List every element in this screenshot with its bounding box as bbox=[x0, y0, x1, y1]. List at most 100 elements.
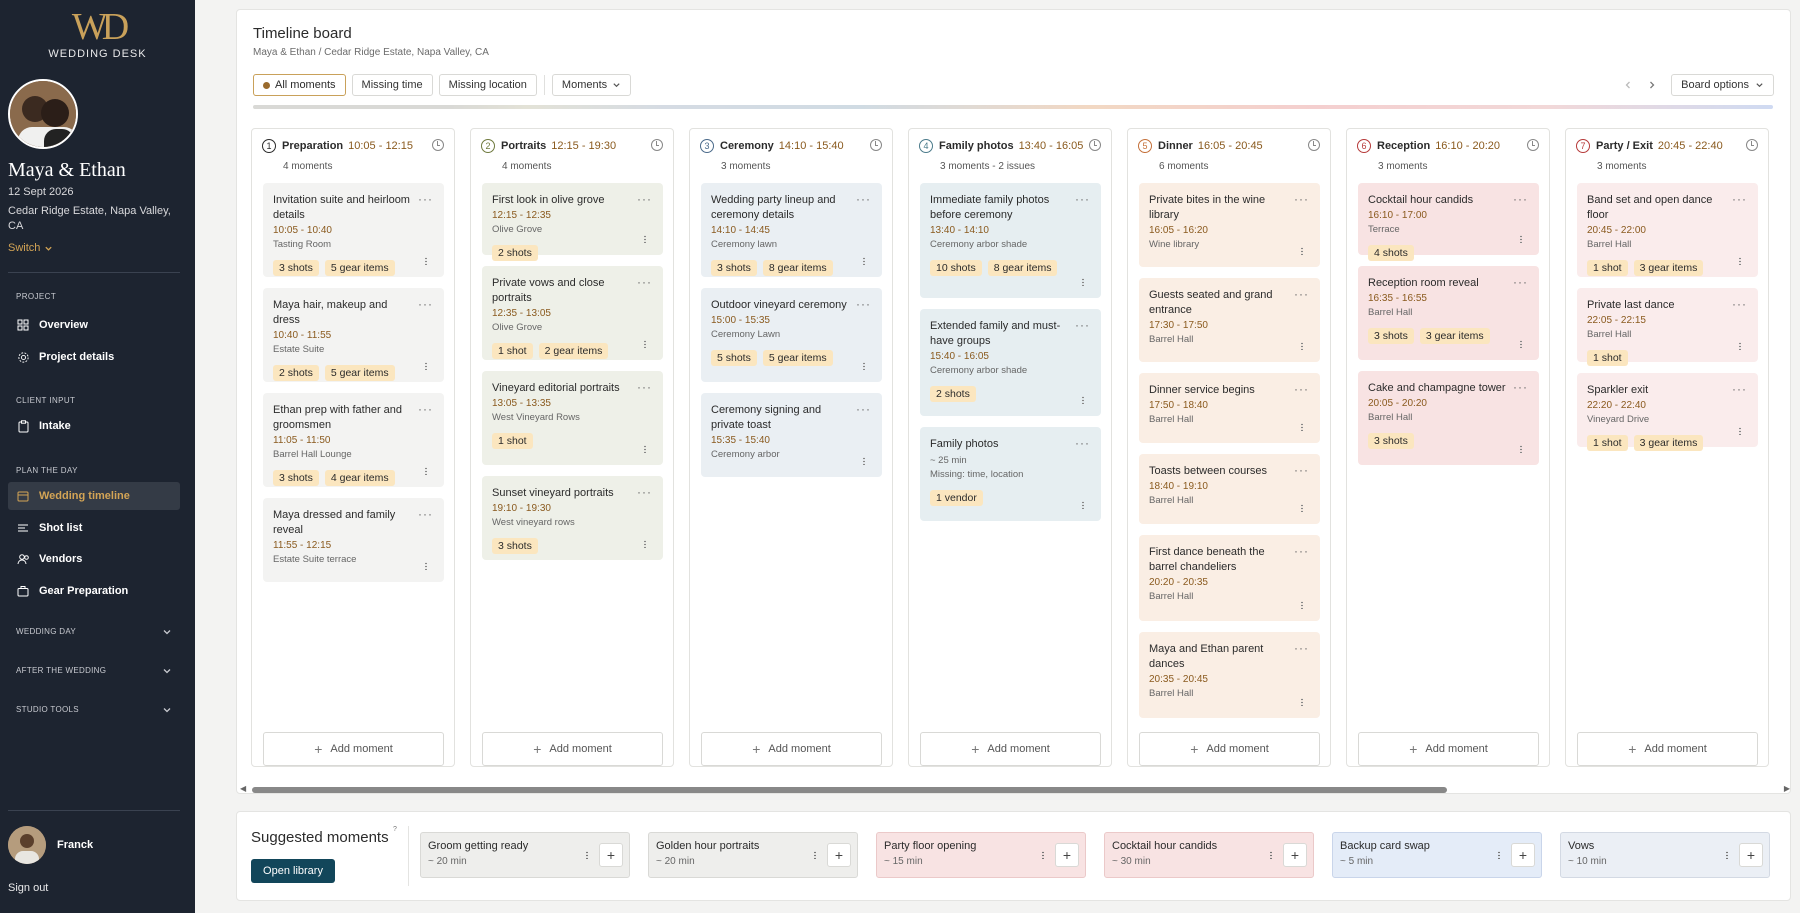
drag-handle-icon[interactable] bbox=[585, 851, 589, 859]
more-options-icon[interactable]: ··· bbox=[418, 297, 433, 311]
clock-icon[interactable] bbox=[1308, 139, 1320, 151]
app-logo[interactable]: WD WEDDING DESK bbox=[0, 8, 195, 60]
add-moment-button[interactable]: + Add moment bbox=[263, 732, 444, 766]
drag-handle-icon[interactable] bbox=[1725, 851, 1729, 859]
more-options-icon[interactable]: ··· bbox=[856, 297, 871, 311]
more-options-icon[interactable]: ··· bbox=[1075, 192, 1090, 206]
sidebar-item-project-details[interactable]: Project details bbox=[8, 343, 180, 371]
moment-card[interactable]: Guests seated and grand entrance ··· 17:30… bbox=[1139, 278, 1320, 362]
more-options-icon[interactable]: ··· bbox=[418, 507, 433, 521]
drag-handle-icon[interactable] bbox=[1041, 851, 1045, 859]
sidebar-item-overview[interactable]: Overview bbox=[8, 311, 180, 339]
suggested-moment[interactable]: Party floor opening ~ 15 min + bbox=[876, 832, 1086, 878]
add-suggested-button[interactable]: + bbox=[1739, 843, 1763, 867]
scrollbar-thumb[interactable] bbox=[252, 787, 1447, 793]
moment-card[interactable]: First look in olive grove ··· 12:15 - 12:3… bbox=[482, 183, 663, 261]
clock-icon[interactable] bbox=[432, 139, 444, 151]
moment-card[interactable]: Private vows and close portraits ··· 12:35… bbox=[482, 266, 663, 360]
moment-card[interactable]: Reception room reveal ··· 16:35 - 16:55 Bar… bbox=[1358, 266, 1539, 360]
user-avatar[interactable] bbox=[8, 826, 46, 864]
drag-handle-icon[interactable] bbox=[1497, 851, 1501, 859]
add-moment-button[interactable]: + Add moment bbox=[1577, 732, 1758, 766]
drag-handle-icon[interactable] bbox=[1519, 340, 1523, 348]
drag-handle-icon[interactable] bbox=[1300, 504, 1304, 512]
more-options-icon[interactable]: ··· bbox=[1294, 544, 1309, 558]
moment-card[interactable]: Cake and champagne tower ··· 20:05 - 20:20… bbox=[1358, 371, 1539, 465]
more-options-icon[interactable]: ··· bbox=[1294, 382, 1309, 396]
drag-handle-icon[interactable] bbox=[643, 445, 647, 453]
add-moment-button[interactable]: + Add moment bbox=[1139, 732, 1320, 766]
open-library-button[interactable]: Open library bbox=[251, 859, 335, 883]
suggested-moment[interactable]: Golden hour portraits ~ 20 min + bbox=[648, 832, 858, 878]
suggested-moment[interactable]: Vows ~ 10 min + bbox=[1560, 832, 1770, 878]
sidebar-item-gear-preparation[interactable]: Gear Preparation bbox=[8, 577, 180, 605]
drag-handle-icon[interactable] bbox=[813, 851, 817, 859]
clock-icon[interactable] bbox=[1527, 139, 1539, 151]
board-options-button[interactable]: Board options bbox=[1671, 74, 1774, 96]
drag-handle-icon[interactable] bbox=[862, 457, 866, 465]
drag-handle-icon[interactable] bbox=[1300, 342, 1304, 350]
drag-handle-icon[interactable] bbox=[1519, 235, 1523, 243]
more-options-icon[interactable]: ··· bbox=[1732, 382, 1747, 396]
moment-card[interactable]: Maya dressed and family reveal ··· 11:55 -… bbox=[263, 498, 444, 582]
add-suggested-button[interactable]: + bbox=[599, 843, 623, 867]
moment-card[interactable]: Private bites in the wine library ··· 16:0… bbox=[1139, 183, 1320, 267]
more-options-icon[interactable]: ··· bbox=[1513, 192, 1528, 206]
drag-handle-icon[interactable] bbox=[1081, 501, 1085, 509]
moment-card[interactable]: Extended family and must-have groups ··· 1… bbox=[920, 309, 1101, 416]
add-moment-button[interactable]: + Add moment bbox=[482, 732, 663, 766]
more-options-icon[interactable]: ··· bbox=[1075, 318, 1090, 332]
add-suggested-button[interactable]: + bbox=[827, 843, 851, 867]
sidebar-item-shot-list[interactable]: Shot list bbox=[8, 514, 180, 542]
add-moment-button[interactable]: + Add moment bbox=[920, 732, 1101, 766]
clock-icon[interactable] bbox=[651, 139, 663, 151]
moments-dropdown[interactable]: Moments bbox=[551, 74, 632, 96]
clock-icon[interactable] bbox=[870, 139, 882, 151]
drag-handle-icon[interactable] bbox=[1081, 396, 1085, 404]
drag-handle-icon[interactable] bbox=[424, 467, 428, 475]
clock-icon[interactable] bbox=[1746, 139, 1758, 151]
moment-card[interactable]: Immediate family photos before ceremony ·… bbox=[920, 183, 1101, 298]
moment-card[interactable]: Family photos ··· ~ 25 min Missing: time, l… bbox=[920, 427, 1101, 521]
more-options-icon[interactable]: ··· bbox=[856, 402, 871, 416]
more-options-icon[interactable]: ··· bbox=[637, 192, 652, 206]
more-options-icon[interactable]: ··· bbox=[1294, 463, 1309, 477]
more-options-icon[interactable]: ··· bbox=[637, 485, 652, 499]
drag-handle-icon[interactable] bbox=[1300, 247, 1304, 255]
drag-handle-icon[interactable] bbox=[1738, 427, 1742, 435]
more-options-icon[interactable]: ··· bbox=[418, 402, 433, 416]
add-suggested-button[interactable]: + bbox=[1283, 843, 1307, 867]
more-options-icon[interactable]: ··· bbox=[1294, 641, 1309, 655]
more-options-icon[interactable]: ··· bbox=[1075, 436, 1090, 450]
moment-card[interactable]: Outdoor vineyard ceremony ··· 15:00 - 15:3… bbox=[701, 288, 882, 382]
moment-card[interactable]: Maya and Ethan parent dances ··· 20:35 - 2… bbox=[1139, 632, 1320, 718]
switch-project-button[interactable]: Switch bbox=[8, 242, 53, 254]
more-options-icon[interactable]: ··· bbox=[1732, 192, 1747, 206]
moment-card[interactable]: Sunset vineyard portraits ··· 19:10 - 19:3… bbox=[482, 476, 663, 560]
section-wedding-day-toggle[interactable]: WEDDING DAY bbox=[16, 627, 172, 636]
scroll-left-icon[interactable]: ◀ bbox=[240, 784, 247, 793]
moment-card[interactable]: Ethan prep with father and groomsmen ··· 1… bbox=[263, 393, 444, 487]
add-moment-button[interactable]: + Add moment bbox=[1358, 732, 1539, 766]
sidebar-item-wedding-timeline[interactable]: Wedding timeline bbox=[8, 482, 180, 510]
more-options-icon[interactable]: ··· bbox=[1294, 192, 1309, 206]
moment-card[interactable]: Band set and open dance floor ··· 20:45 - … bbox=[1577, 183, 1758, 277]
add-suggested-button[interactable]: + bbox=[1511, 843, 1535, 867]
drag-handle-icon[interactable] bbox=[643, 340, 647, 348]
add-suggested-button[interactable]: + bbox=[1055, 843, 1079, 867]
more-options-icon[interactable]: ··· bbox=[1513, 275, 1528, 289]
drag-handle-icon[interactable] bbox=[1300, 601, 1304, 609]
moment-card[interactable]: Maya hair, makeup and dress ··· 10:40 - 11… bbox=[263, 288, 444, 382]
moment-card[interactable]: Cocktail hour candids ··· 16:10 - 17:00 Ter… bbox=[1358, 183, 1539, 261]
scroll-right-icon[interactable]: ▶ bbox=[1783, 784, 1790, 793]
more-options-icon[interactable]: ··· bbox=[1294, 287, 1309, 301]
drag-handle-icon[interactable] bbox=[1738, 257, 1742, 265]
moment-card[interactable]: First dance beneath the barrel chandelie… bbox=[1139, 535, 1320, 621]
drag-handle-icon[interactable] bbox=[1300, 423, 1304, 431]
drag-handle-icon[interactable] bbox=[1081, 278, 1085, 286]
moment-card[interactable]: Private last dance ··· 22:05 - 22:15 Barrel… bbox=[1577, 288, 1758, 366]
moment-card[interactable]: Toasts between courses ··· 18:40 - 19:10 Ba… bbox=[1139, 454, 1320, 524]
more-options-icon[interactable]: ··· bbox=[856, 192, 871, 206]
drag-handle-icon[interactable] bbox=[1738, 342, 1742, 350]
add-moment-button[interactable]: + Add moment bbox=[701, 732, 882, 766]
